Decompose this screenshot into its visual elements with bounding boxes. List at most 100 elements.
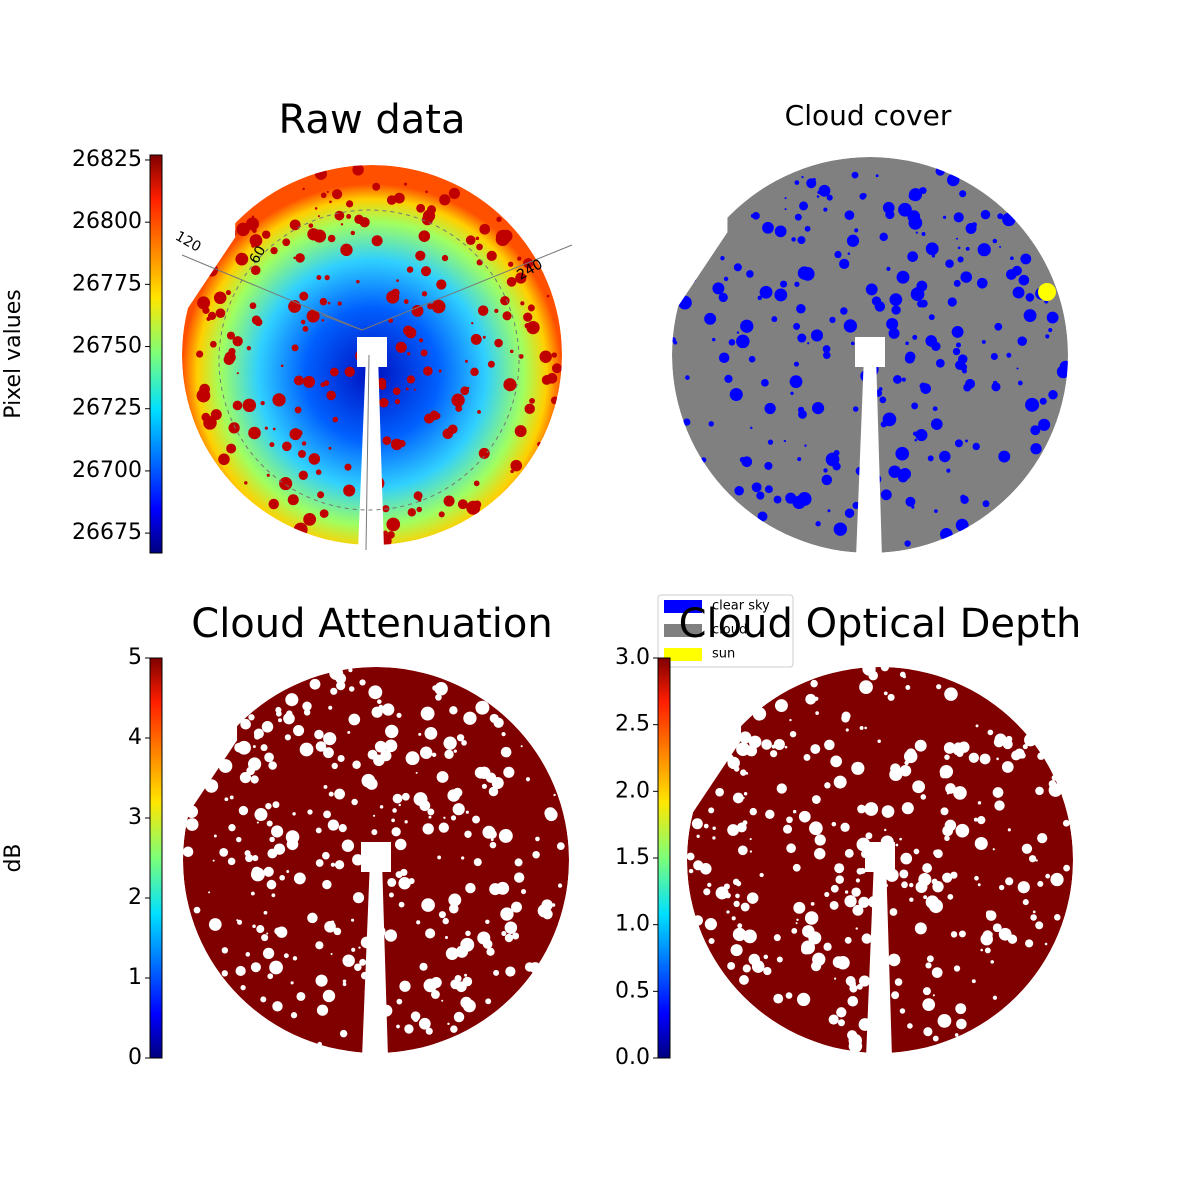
blob <box>253 237 256 240</box>
blob <box>865 283 878 296</box>
blob <box>1048 328 1053 333</box>
blob <box>283 953 289 959</box>
blob <box>505 966 516 977</box>
blob <box>851 761 865 775</box>
blob <box>376 349 380 354</box>
blob <box>240 984 246 991</box>
blob <box>299 742 314 757</box>
blob <box>883 828 887 832</box>
colorbar-tick-label: 0 <box>128 1045 142 1070</box>
blob <box>317 215 320 218</box>
blob <box>362 527 375 540</box>
blob <box>955 237 958 240</box>
blob <box>292 956 298 961</box>
blob <box>879 396 887 404</box>
blob <box>514 872 525 883</box>
blob <box>456 734 465 742</box>
blob <box>204 769 214 779</box>
blob <box>323 785 328 789</box>
blob <box>895 843 899 847</box>
blob <box>355 349 369 363</box>
blob <box>367 749 378 760</box>
blob <box>901 802 914 815</box>
blob <box>925 895 940 909</box>
blob <box>223 239 229 244</box>
blob <box>712 282 725 295</box>
blob <box>864 492 870 497</box>
blob <box>840 822 850 832</box>
blob <box>1021 843 1033 854</box>
blob <box>913 431 918 436</box>
blob <box>928 314 935 321</box>
blob <box>823 942 832 951</box>
blob <box>715 787 724 797</box>
colorbar-tick-label: 1.5 <box>615 845 650 870</box>
blob <box>933 849 943 859</box>
blob <box>363 499 373 509</box>
blob <box>251 315 261 325</box>
blob <box>900 852 913 865</box>
blob <box>814 834 826 846</box>
blob <box>738 265 741 268</box>
blob <box>905 496 916 507</box>
colorbar-tick-label: 26675 <box>72 520 142 545</box>
blob <box>1022 899 1029 906</box>
blob <box>996 757 999 761</box>
blob <box>293 724 305 737</box>
blob <box>332 189 343 200</box>
blob <box>1022 744 1028 750</box>
blob <box>408 877 415 885</box>
blob <box>694 916 702 924</box>
blob <box>859 680 873 695</box>
blob <box>342 979 347 983</box>
blob <box>852 501 860 509</box>
blob <box>328 705 333 710</box>
blob <box>752 211 760 220</box>
blob <box>733 766 740 772</box>
blob <box>494 308 499 314</box>
blob <box>882 412 897 427</box>
blob <box>279 874 285 881</box>
blob <box>811 961 822 972</box>
blob <box>791 927 798 934</box>
blob <box>282 238 291 247</box>
blob <box>263 866 274 877</box>
blob <box>998 884 1005 891</box>
blob <box>494 338 503 348</box>
blob <box>804 444 807 447</box>
blob <box>804 225 811 232</box>
blob <box>748 735 762 749</box>
blob <box>327 819 339 831</box>
blob <box>336 681 346 691</box>
mast-line <box>365 354 370 551</box>
azimuth-ring <box>218 209 520 511</box>
blob <box>327 301 331 305</box>
blob <box>285 693 299 707</box>
blob <box>478 766 491 779</box>
blob <box>691 818 703 830</box>
blob <box>323 810 331 819</box>
blob <box>418 230 431 242</box>
blob <box>517 256 522 261</box>
blob <box>862 662 876 676</box>
blob <box>920 794 927 800</box>
blob <box>891 305 901 315</box>
blob <box>542 909 553 920</box>
blob <box>761 739 772 750</box>
blob <box>302 325 309 332</box>
blob <box>810 901 815 906</box>
blob <box>846 234 860 247</box>
blob <box>520 745 523 748</box>
colorbar-tick-label: 3 <box>128 805 142 830</box>
blob <box>912 780 925 794</box>
blob <box>932 1035 939 1042</box>
blob <box>733 263 742 272</box>
blob <box>330 862 336 867</box>
blob <box>250 962 261 973</box>
blob <box>232 400 243 411</box>
blob <box>478 447 490 459</box>
blob <box>212 859 215 862</box>
blob <box>830 755 843 768</box>
blob <box>443 736 457 750</box>
blob <box>762 221 774 234</box>
